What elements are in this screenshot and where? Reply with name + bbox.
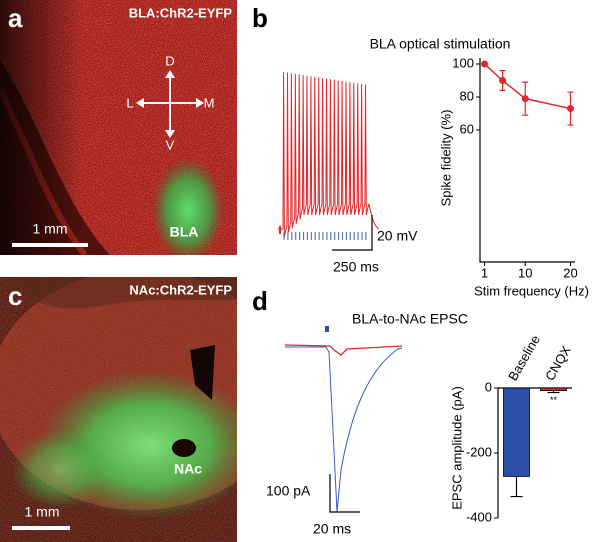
y-tick-label: 80 (460, 88, 474, 103)
orientation-cross (136, 70, 204, 138)
bar (540, 387, 567, 391)
voltage-trace (278, 71, 380, 238)
y-axis-label: Spike fidelity (%) (438, 110, 453, 207)
axis (479, 58, 575, 263)
orientation-label: V (166, 137, 175, 152)
x-tick-label: Baseline (505, 333, 543, 384)
point (499, 77, 507, 84)
y-tick-label: 0 (485, 379, 492, 394)
panel-label: a (8, 3, 23, 33)
light-pulses (283, 232, 367, 240)
x-tick-label: 10 (518, 265, 532, 280)
scale-label: 1 mm (25, 504, 60, 520)
panel-label: d (252, 286, 268, 316)
current-trace-baseline (285, 346, 403, 513)
y-axis-label: EPSC amplitude (pA) (449, 386, 464, 510)
micrograph-c (0, 277, 237, 542)
bar (503, 387, 530, 477)
scale-label: 20 ms (313, 521, 351, 537)
scale-bar (332, 215, 373, 251)
y-tick-label: 60 (460, 121, 474, 136)
x-tick-label: 20 (563, 265, 577, 280)
light-pulse (325, 326, 329, 332)
point (521, 95, 529, 103)
image-title: NAc:ChR2-EYFP (129, 282, 232, 297)
image-title: BLA:ChR2-EYFP (129, 5, 233, 20)
orientation-label: L (126, 95, 133, 110)
y-tick-label: -400 (466, 509, 492, 524)
annotation: ** (550, 395, 558, 405)
point (566, 105, 574, 113)
orientation-label: D (165, 53, 174, 68)
micrograph-a (0, 0, 237, 255)
region-label: NAc (174, 461, 202, 477)
region-label: BLA (170, 224, 199, 240)
current-trace-cnqx (284, 344, 403, 356)
x-tick-label: 1 (481, 265, 488, 280)
scale-label: 100 pA (266, 483, 311, 499)
x-axis-label: Stim frequency (Hz) (474, 283, 589, 298)
panel-title: BLA-to-NAc EPSC (352, 311, 468, 327)
y-tick-label: -200 (466, 444, 492, 459)
panel-title: BLA optical stimulation (370, 36, 511, 52)
point (481, 60, 489, 68)
scale-label: 1 mm (33, 221, 68, 237)
panel-label: c (8, 281, 22, 311)
y-tick-label: 100 (452, 55, 474, 70)
orientation-label: M (204, 95, 215, 110)
panel-label: b (252, 3, 268, 33)
error-bar (510, 476, 523, 498)
error-bar (547, 390, 560, 394)
scale-bar (329, 474, 360, 513)
line (484, 63, 571, 110)
scale-label: 20 mV (377, 228, 418, 244)
scale-label: 250 ms (333, 259, 379, 275)
x-tick-label: CNQX (542, 343, 574, 383)
